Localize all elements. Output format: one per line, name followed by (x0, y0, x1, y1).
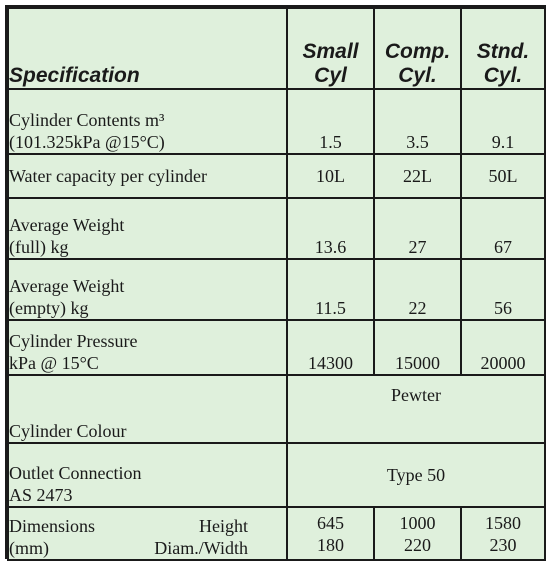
header-row: Specification Small Cyl Comp. Cyl. Stnd.… (7, 7, 546, 90)
label-weight-empty: Average Weight (empty) kg (7, 258, 288, 321)
header-small-line2: Cyl (314, 64, 347, 87)
outlet-value: Type 50 (286, 442, 546, 508)
label-line: AS 2473 (9, 485, 73, 505)
label-line: (101.325kPa @15°C) (9, 132, 165, 152)
row-water-capacity: Water capacity per cylinder 10L 22L 50L (7, 153, 546, 199)
dim-value: 1000 (399, 513, 436, 533)
dim-value: 230 (489, 535, 517, 555)
pressure-stnd: 20000 (460, 319, 546, 376)
header-comp-line2: Cyl. (398, 64, 437, 87)
header-small-cyl: Small Cyl (286, 7, 375, 90)
label-dimensions: Dimensions Height (mm) Diam./Width (7, 506, 288, 561)
dimensions-small: 645 180 (286, 506, 375, 561)
spec-table-frame: Specification Small Cyl Comp. Cyl. Stnd.… (5, 5, 546, 561)
weight-full-small: 13.6 (286, 197, 375, 260)
row-dimensions: Dimensions Height (mm) Diam./Width 645 1… (7, 506, 546, 561)
label-line: kPa @ 15°C (9, 353, 99, 373)
header-comp-cyl: Comp. Cyl. (373, 7, 462, 90)
header-comp-line1: Comp. (384, 40, 451, 63)
row-cylinder-pressure: Cylinder Pressure kPa @ 15°C 14300 15000… (7, 319, 546, 376)
dimensions-word: Dimensions (9, 516, 96, 536)
label-water-capacity: Water capacity per cylinder (7, 153, 288, 199)
label-weight-full: Average Weight (full) kg (7, 197, 288, 260)
row-weight-empty: Average Weight (empty) kg 11.5 22 56 (7, 258, 546, 321)
label-line: Average Weight (9, 215, 125, 235)
pressure-comp: 15000 (373, 319, 462, 376)
water-comp: 22L (373, 153, 462, 199)
colour-value: Pewter (286, 374, 546, 444)
dimensions-comp: 1000 220 (373, 506, 462, 561)
dimensions-line1: Dimensions Height (9, 515, 248, 537)
weight-empty-small: 11.5 (286, 258, 375, 321)
header-small-line1: Small (302, 40, 359, 63)
contents-comp: 3.5 (373, 88, 462, 155)
label-cylinder-colour: Cylinder Colour (7, 374, 288, 444)
pressure-small: 14300 (286, 319, 375, 376)
label-line: Outlet Connection (9, 463, 142, 483)
dim-value: 1580 (485, 513, 521, 533)
label-outlet-connection: Outlet Connection AS 2473 (7, 442, 288, 508)
label-line: (full) kg (9, 237, 69, 257)
dim-value: 180 (317, 535, 344, 555)
row-outlet-connection: Outlet Connection AS 2473 Type 50 (7, 442, 546, 508)
row-weight-full: Average Weight (full) kg 13.6 27 67 (7, 197, 546, 260)
label-line: Average Weight (9, 276, 125, 296)
header-stnd-line2: Cyl. (483, 64, 523, 87)
height-word: Height (199, 516, 248, 536)
contents-stnd: 9.1 (460, 88, 546, 155)
weight-full-comp: 27 (373, 197, 462, 260)
label-cylinder-pressure: Cylinder Pressure kPa @ 15°C (7, 319, 288, 376)
header-specification: Specification (7, 7, 288, 90)
weight-full-stnd: 67 (460, 197, 546, 260)
header-stnd-cyl: Stnd. Cyl. (460, 7, 546, 90)
label-line: (empty) kg (9, 298, 89, 318)
dim-value: 645 (317, 513, 344, 533)
water-small: 10L (286, 153, 375, 199)
contents-small: 1.5 (286, 88, 375, 155)
specification-table: Specification Small Cyl Comp. Cyl. Stnd.… (7, 7, 546, 561)
label-line: Cylinder Pressure (9, 331, 138, 351)
label-cylinder-contents: Cylinder Contents m³ (101.325kPa @15°C) (7, 88, 288, 155)
row-cylinder-contents: Cylinder Contents m³ (101.325kPa @15°C) … (7, 88, 546, 155)
diam-width-word: Diam./Width (154, 538, 248, 558)
header-stnd-line1: Stnd. (476, 40, 530, 63)
weight-empty-comp: 22 (373, 258, 462, 321)
dimensions-line2: (mm) Diam./Width (9, 537, 248, 559)
row-cylinder-colour: Cylinder Colour Pewter (7, 374, 546, 444)
dimensions-stnd: 1580 230 (460, 506, 546, 561)
water-stnd: 50L (460, 153, 546, 199)
mm-word: (mm) (9, 538, 49, 558)
label-line: Cylinder Contents m³ (9, 110, 165, 130)
dim-value: 220 (404, 535, 431, 555)
weight-empty-stnd: 56 (460, 258, 546, 321)
